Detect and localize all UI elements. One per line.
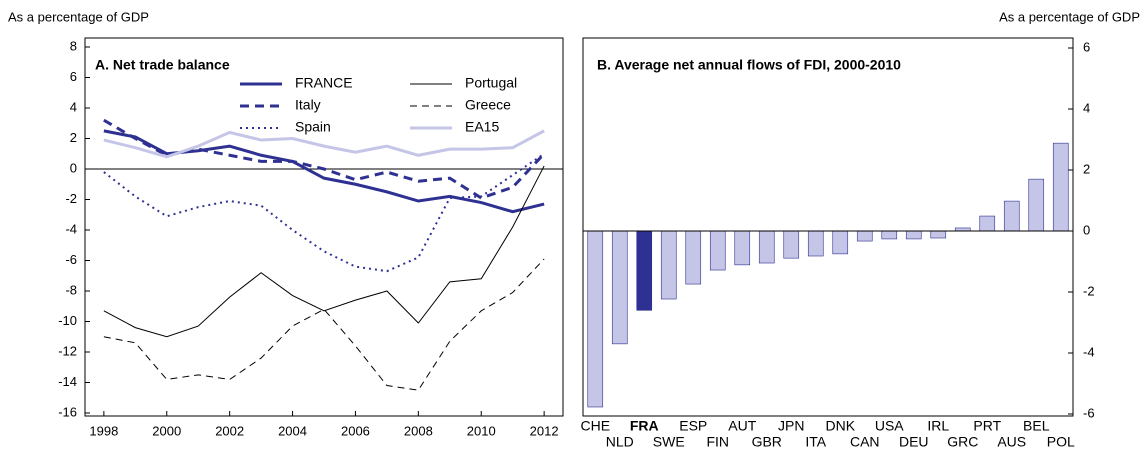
legend-label: EA15 [465, 119, 499, 135]
x-tick-label: AUS [997, 434, 1026, 450]
bar [979, 215, 996, 232]
bar [734, 230, 751, 266]
y-tick-label: -2 [1083, 283, 1095, 298]
x-tick-label: GRC [947, 434, 978, 450]
bar [709, 230, 726, 271]
bar [1028, 178, 1045, 232]
series-line [103, 152, 545, 273]
bar [881, 230, 898, 240]
bar [636, 230, 653, 311]
y-tick-label: 4 [70, 99, 77, 114]
bar [783, 230, 800, 259]
y-tick-label: 4 [1083, 100, 1090, 115]
x-tick-label: NLD [606, 434, 634, 450]
x-tick-label: 2012 [530, 423, 559, 438]
y-tick-label: -4 [1083, 344, 1095, 359]
x-tick-label: USA [875, 418, 904, 434]
x-tick-label: 2000 [152, 423, 181, 438]
x-tick-label: FIN [706, 434, 729, 450]
legend-label: Portugal [465, 75, 517, 91]
panel-title: A. Net trade balance [95, 57, 230, 73]
bar [807, 230, 824, 257]
x-tick-label: GBR [752, 434, 782, 450]
bar [587, 230, 604, 408]
y-tick-label: 2 [1083, 161, 1090, 176]
x-tick-label: FRA [630, 418, 659, 434]
bar [832, 230, 849, 255]
legend-label: Spain [295, 119, 331, 135]
y-tick-label: -16 [58, 404, 77, 419]
x-tick-label: 1998 [89, 423, 118, 438]
legend-label: FRANCE [295, 75, 353, 91]
x-tick-label: DEU [899, 434, 929, 450]
y-tick-label: -12 [58, 343, 77, 358]
bar [758, 230, 775, 264]
y-tick-label: 6 [1083, 39, 1090, 54]
bar [1052, 142, 1069, 232]
x-tick-label: BEL [1023, 418, 1050, 434]
y-tick-label: 0 [70, 160, 77, 175]
x-tick-label: JPN [778, 418, 804, 434]
y-tick-label: -6 [1083, 405, 1095, 420]
series-line [103, 129, 545, 214]
y-tick-label: -14 [58, 374, 77, 389]
legend-label: Greece [465, 97, 511, 113]
x-tick-label: AUT [728, 418, 756, 434]
panel-frame [582, 37, 1074, 417]
x-tick-label: CAN [850, 434, 880, 450]
x-tick-label: ITA [805, 434, 826, 450]
y-axis-label: As a percentage of GDP [8, 9, 149, 24]
x-tick-label: SWE [653, 434, 685, 450]
series-line [103, 165, 545, 338]
y-tick-label: -6 [65, 252, 77, 267]
y-tick-label: 8 [70, 38, 77, 53]
bar [685, 230, 702, 285]
legend-label: Italy [295, 97, 321, 113]
x-tick-label: 2008 [404, 423, 433, 438]
y-tick-label: -2 [65, 191, 77, 206]
x-tick-label: DNK [825, 418, 855, 434]
bar [611, 230, 628, 345]
x-tick-label: POL [1047, 434, 1075, 450]
panel-frame [84, 37, 564, 417]
y-tick-label: 0 [1083, 222, 1090, 237]
y-tick-label: 2 [70, 130, 77, 145]
bar [905, 230, 922, 240]
x-tick-label: ESP [679, 418, 707, 434]
x-tick-label: 2010 [467, 423, 496, 438]
series-line [103, 129, 545, 159]
bar [856, 230, 873, 242]
y-tick-label: -8 [65, 282, 77, 297]
series-line [103, 258, 545, 391]
x-tick-label: IRL [927, 418, 949, 434]
y-axis-label: As a percentage of GDP [999, 9, 1140, 24]
y-tick-label: 6 [70, 69, 77, 84]
bar [660, 230, 677, 300]
y-tick-label: -10 [58, 313, 77, 328]
panel-title: B. Average net annual flows of FDI, 2000… [597, 57, 901, 73]
y-tick-label: -4 [65, 221, 77, 236]
x-tick-label: PRT [973, 418, 1001, 434]
x-tick-label: CHE [580, 418, 610, 434]
x-tick-label: 2002 [215, 423, 244, 438]
bar [1003, 200, 1020, 232]
x-tick-label: 2004 [278, 423, 307, 438]
bar [930, 230, 947, 239]
x-tick-label: 2006 [341, 423, 370, 438]
